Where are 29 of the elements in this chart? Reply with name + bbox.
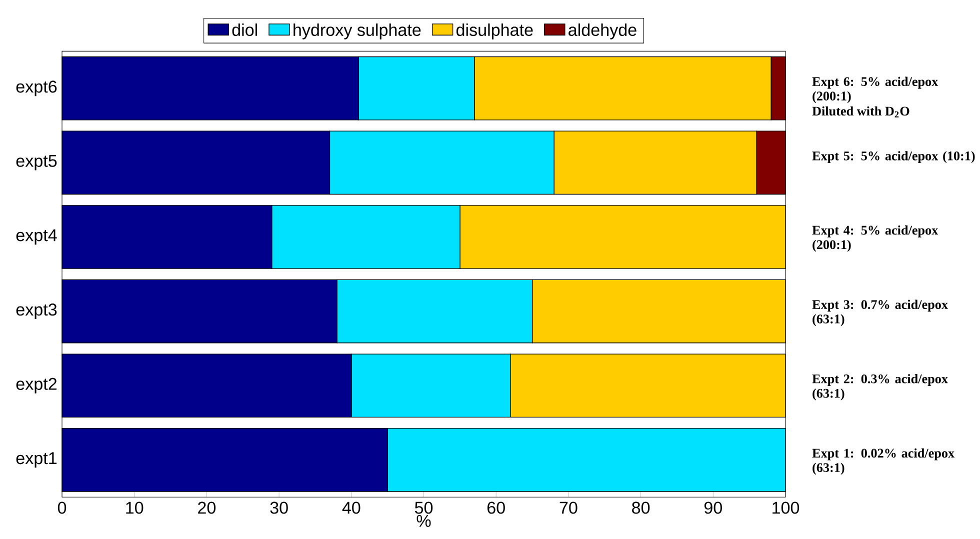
- y-tick-label: expt5: [16, 154, 57, 170]
- y-tick-label: expt2: [16, 378, 57, 394]
- x-tick-label: 100: [772, 502, 800, 514]
- legend-label: disulphate: [456, 23, 533, 40]
- legend-label: diol: [232, 23, 257, 36]
- y-tick-label: expt4: [16, 229, 57, 244]
- text: Diluted with D$_{2}$O: [812, 106, 910, 118]
- y-tick-label: expt3: [16, 303, 57, 319]
- x-tick-label: 60: [487, 502, 505, 514]
- legend-label: hydroxy sulphate: [294, 23, 421, 40]
- x-tick-label: 80: [632, 502, 650, 514]
- x-tick-label: 20: [198, 502, 216, 514]
- text: Expt 1: 0.02% acid/epox (63:1): [812, 448, 954, 475]
- text: Expt 5: 5% acid/epox (10:1): [812, 150, 975, 163]
- x-tick-label: 90: [704, 502, 722, 514]
- x-tick-label: 40: [342, 502, 360, 514]
- y-tick-label: expt1: [16, 452, 57, 468]
- legend-label: aldehyde: [568, 23, 636, 40]
- text: Expt 6: 5% acid/epox (200:1): [812, 76, 938, 103]
- text: Expt 4: 5% acid/epox (200:1): [812, 225, 938, 252]
- x-tick-label: 30: [270, 502, 288, 514]
- x-tick-label: 10: [126, 502, 144, 514]
- x-tick-label: 50: [414, 502, 433, 514]
- x-tick-label: 0: [58, 502, 66, 514]
- x-axis-title: %: [416, 514, 431, 527]
- x-tick-label: 70: [560, 502, 578, 514]
- y-tick-label: expt6: [16, 80, 57, 96]
- text: Expt 2: 0.3% acid/epox (63:1): [812, 374, 948, 400]
- text: Expt 3: 0.7% acid/epox (63:1): [812, 300, 948, 326]
